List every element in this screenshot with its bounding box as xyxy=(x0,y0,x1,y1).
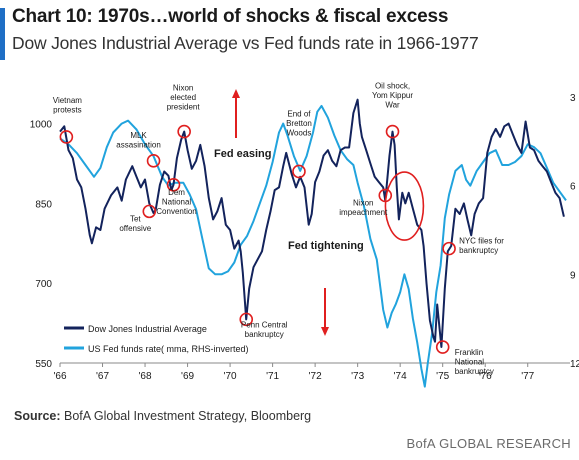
event-label: Oil shock, xyxy=(375,82,410,91)
y-right-tick-label: 6 xyxy=(570,182,576,193)
fed-callouts: Fed easing Fed tightening xyxy=(214,89,364,336)
event-label: bankruptcy xyxy=(245,330,284,339)
event-label: Bretton xyxy=(286,119,312,128)
event-markers xyxy=(59,124,456,354)
x-tick-label: '66 xyxy=(53,371,66,382)
event-label: elected xyxy=(170,93,196,102)
chart-canvas: '66 '67 '68 '69 '70 '71 '72 '73 '74 '75 '76 '77 550 7… xyxy=(30,82,579,388)
event-marker-circle xyxy=(177,124,191,139)
event-label: Convention xyxy=(156,207,196,216)
event-label: protests xyxy=(53,105,81,114)
event-label: Franklin xyxy=(455,348,483,357)
event-marker-circle xyxy=(239,312,254,327)
y-left-tick-label: 850 xyxy=(35,199,52,210)
event-label: National xyxy=(162,197,192,206)
event-label: offensive xyxy=(119,224,151,233)
chart-subtitle: Dow Jones Industrial Average vs Fed fund… xyxy=(12,33,479,53)
event-label: Woods xyxy=(287,128,312,137)
event-label: Penn Central xyxy=(241,320,288,329)
event-marker-circle xyxy=(442,241,456,256)
x-tick-label: '69 xyxy=(181,371,194,382)
event-label: National xyxy=(455,358,485,367)
legend: Dow Jones Industrial Average US Fed funds… xyxy=(64,324,249,354)
source-note: Source: BofA Global Investment Strategy,… xyxy=(14,409,311,423)
y-left-tick-label: 1000 xyxy=(30,120,53,131)
fed-easing-label: Fed easing xyxy=(214,148,271,160)
y-right-tick-label: 12 xyxy=(570,359,579,370)
source-text: BofA Global Investment Strategy, Bloombe… xyxy=(60,409,312,423)
x-tick-label: '70 xyxy=(224,371,237,382)
y-left-tick-label: 550 xyxy=(35,359,52,370)
tightening-arrow-head xyxy=(321,327,329,336)
event-label: bankruptcy xyxy=(455,367,494,376)
source-label: Source: xyxy=(14,409,61,423)
legend-label-dow: Dow Jones Industrial Average xyxy=(88,324,207,334)
x-tick-label: '73 xyxy=(351,371,364,382)
y-right-tick-label: 3 xyxy=(570,93,576,104)
event-label: NYC files for xyxy=(459,237,504,246)
x-tick-label: '77 xyxy=(521,371,534,382)
event-label: assasination xyxy=(116,140,160,149)
x-tick-label: '67 xyxy=(96,371,109,382)
chart-title: Chart 10: 1970s…world of shocks & fiscal… xyxy=(12,6,449,27)
easing-arrow-head xyxy=(232,89,240,98)
event-annotations: VietnamprotestsMLKassasinationNixonelect… xyxy=(53,82,505,376)
event-label: Tet xyxy=(130,214,141,223)
event-marker-circle xyxy=(146,154,161,168)
event-marker-circle xyxy=(142,204,157,219)
event-label: Dem xyxy=(168,188,185,197)
event-marker-circle xyxy=(292,164,306,179)
x-tick-label: '71 xyxy=(266,371,279,382)
y-left-tick-label: 700 xyxy=(35,279,52,290)
event-marker-circle xyxy=(166,177,181,192)
legend-label-fed: US Fed funds rate( mma, RHS-inverted) xyxy=(88,344,249,354)
event-label: president xyxy=(167,103,201,112)
event-label: MLK xyxy=(130,131,147,140)
x-tick-label: '75 xyxy=(436,371,449,382)
event-marker-circle xyxy=(59,130,74,144)
event-label: Nixon xyxy=(353,198,373,207)
axes: '66 '67 '68 '69 '70 '71 '72 '73 '74 '75 '76 '77 550 7… xyxy=(30,93,579,382)
event-label: bankruptcy xyxy=(459,246,498,255)
x-tick-label: '68 xyxy=(139,371,152,382)
brand-footer: BofA GLOBAL RESEARCH xyxy=(406,436,571,451)
event-label: Yom Kippur xyxy=(372,91,413,100)
x-tick-label: '76 xyxy=(479,371,492,382)
oil-shock-highlight-ellipse xyxy=(384,171,425,241)
title-accent-bar xyxy=(0,8,5,60)
event-label: End of xyxy=(287,109,311,118)
event-label: Nixon xyxy=(173,84,193,93)
event-marker-circle xyxy=(435,340,450,354)
event-marker-circle xyxy=(385,124,400,139)
x-tick-label: '72 xyxy=(309,371,322,382)
event-label: War xyxy=(385,101,400,110)
event-label: Vietnam xyxy=(53,96,83,105)
x-tick-label: '74 xyxy=(394,371,407,382)
y-right-tick-label: 9 xyxy=(570,270,576,281)
event-label: impeachment xyxy=(339,208,388,217)
fed-tightening-label: Fed tightening xyxy=(288,240,364,252)
